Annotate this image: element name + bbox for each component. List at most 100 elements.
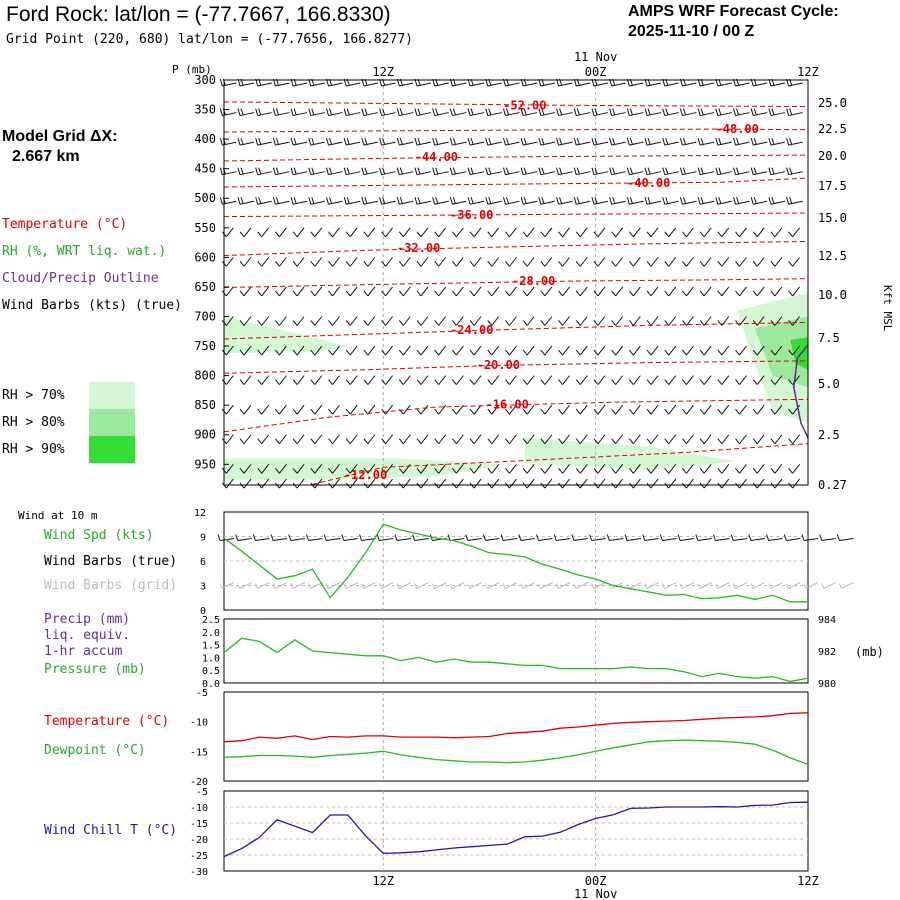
wind-barb-stroke xyxy=(398,375,411,385)
wind-barb xyxy=(381,345,393,356)
wind-barb-stroke xyxy=(558,434,570,445)
wind-barb xyxy=(520,167,538,176)
wind-barb xyxy=(611,478,624,489)
wind-barb xyxy=(310,316,323,326)
wind-barb-stroke xyxy=(310,375,323,385)
wind-barb-stroke xyxy=(611,375,624,385)
wind-barb xyxy=(451,404,464,415)
wind-barb-stroke xyxy=(363,464,376,474)
wind-barb-stroke xyxy=(522,286,535,297)
wind-barb-stroke xyxy=(788,316,801,326)
wind-barb-stroke xyxy=(505,345,517,356)
wind-barb-stroke xyxy=(573,167,591,176)
wind-barb-stroke xyxy=(522,257,535,267)
wind-barb xyxy=(752,345,765,356)
wind-barb xyxy=(593,404,606,415)
wind-barb xyxy=(575,316,588,326)
wind-barb-stroke xyxy=(558,345,570,356)
wind-barb-stroke xyxy=(328,345,340,356)
wind-barb xyxy=(770,404,783,415)
wind-barb-stroke xyxy=(292,257,305,267)
wind-barb-stroke xyxy=(646,464,659,474)
wind-barb-stroke xyxy=(609,167,626,176)
wind-barb-stroke xyxy=(699,286,712,297)
wind-barb-stroke xyxy=(363,286,376,297)
wind-barb-stroke xyxy=(239,316,252,326)
wind-barb-true xyxy=(306,534,323,541)
wind-barb-stroke xyxy=(381,345,393,356)
wind-barb xyxy=(434,227,447,238)
wind-barb-stroke xyxy=(449,108,467,117)
wind-barb xyxy=(609,167,626,176)
wind-barb-stroke xyxy=(770,286,783,297)
wind-barb xyxy=(611,464,624,474)
wind-barb xyxy=(275,227,287,238)
wind-barb-stroke xyxy=(308,167,325,176)
wind-barb-stroke xyxy=(682,257,694,267)
kft-tick-label: 0.27 xyxy=(818,478,847,492)
pressure-tick-label: 450 xyxy=(194,162,216,176)
wind-barb-stroke xyxy=(469,404,482,415)
pressure-tick-right: 980 xyxy=(818,679,836,690)
wind-barb xyxy=(239,464,252,474)
kft-tick-label: 12.5 xyxy=(818,249,847,263)
wind-barb xyxy=(275,478,287,489)
wind-barb xyxy=(363,257,376,267)
wind-barb xyxy=(558,286,570,297)
wind-barb xyxy=(664,478,677,489)
wind-barb-stroke xyxy=(699,404,712,415)
wind-barb-stroke xyxy=(558,404,570,415)
wind-barb xyxy=(275,345,287,356)
dewpoint-line xyxy=(223,739,809,766)
wind-barb xyxy=(381,478,393,489)
wind-barb-stroke xyxy=(558,478,570,489)
wind-barb xyxy=(326,108,343,117)
wind-barb-stroke xyxy=(363,316,376,326)
wind-barb-stroke xyxy=(361,197,378,205)
wind-barb xyxy=(416,375,429,385)
wind-barb xyxy=(556,108,573,117)
wind-barb xyxy=(398,316,411,326)
wind-barb-stroke xyxy=(735,478,747,489)
wind-barb-stroke xyxy=(434,464,447,474)
wind-barb xyxy=(416,286,429,297)
wind-barb xyxy=(290,197,308,205)
wind-barb-stroke xyxy=(715,108,732,117)
wind-barb-stroke xyxy=(379,197,396,205)
wind-barb xyxy=(538,197,555,205)
isotherm-label: -32.00 xyxy=(397,241,440,255)
wind-barb-stroke xyxy=(416,434,429,445)
wind-barb-stroke xyxy=(310,227,323,238)
kft-tick-label: 2.5 xyxy=(818,428,840,442)
wind-barb xyxy=(379,197,396,205)
wind-barb-stroke xyxy=(593,257,606,267)
wind-barb-stroke xyxy=(699,434,712,445)
wind-barb-stroke xyxy=(750,137,768,146)
wind-barb-stroke xyxy=(715,137,732,146)
wind-barb-stroke xyxy=(538,137,555,146)
top-time-tick: 00Z xyxy=(585,65,607,79)
wind-barb xyxy=(328,434,340,445)
wind-barb-stroke xyxy=(414,197,432,205)
pressure-tick-label: 850 xyxy=(194,398,216,412)
rh-region-rh80 xyxy=(754,316,808,388)
wind-barb-stroke xyxy=(505,316,517,326)
wind-barb-stroke xyxy=(662,167,679,176)
forecast-cycle-value: 2025-11-10 / 00 Z xyxy=(628,23,755,40)
wind-barb-stroke xyxy=(558,286,570,297)
wind-barb xyxy=(292,345,305,356)
wind-barb xyxy=(505,227,517,238)
wind-barb xyxy=(467,197,485,205)
wind-barb xyxy=(558,434,570,445)
wind-barb-stroke xyxy=(505,257,517,267)
wind-barb-stroke xyxy=(416,257,429,267)
wind-barb-stroke xyxy=(432,137,449,146)
wind-barb-stroke xyxy=(308,197,325,205)
wind-barb xyxy=(575,404,588,415)
isotherm-line xyxy=(223,177,809,188)
wind-barb xyxy=(735,286,747,297)
wind-barb-grid xyxy=(378,582,394,589)
wind-barb-stroke xyxy=(398,286,411,297)
wind-barb-stroke xyxy=(626,137,644,146)
wind-barb-stroke xyxy=(416,345,429,356)
